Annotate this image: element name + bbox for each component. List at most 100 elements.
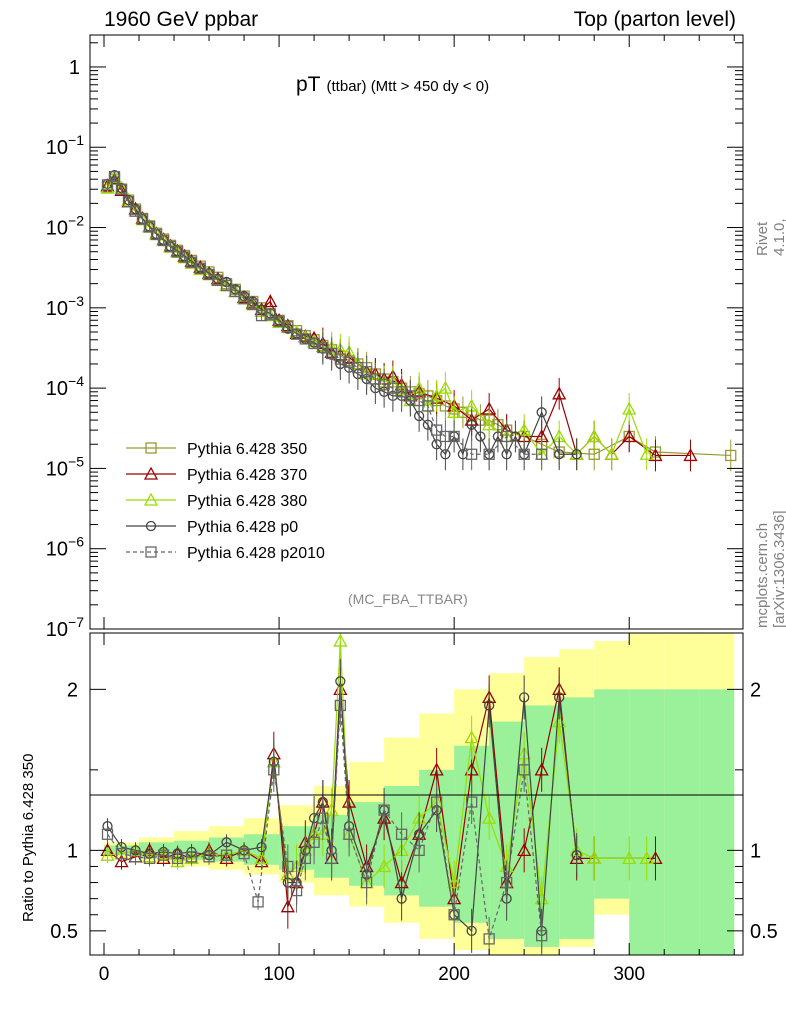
data-point	[510, 431, 521, 442]
ratio-point	[268, 764, 280, 776]
data-point	[571, 449, 582, 460]
ratio-point	[483, 933, 495, 945]
data-point	[429, 388, 444, 402]
y-tick-label: 10−1	[46, 132, 84, 159]
data-point	[220, 279, 233, 292]
data-point	[387, 382, 399, 394]
data-point	[587, 429, 602, 443]
data-point	[264, 309, 276, 321]
data-point	[639, 446, 654, 460]
ratio-plot-frame	[89, 632, 744, 956]
ratio-point	[465, 796, 478, 808]
ratio-y-tick-label: 2	[67, 679, 78, 701]
ratio-point	[101, 828, 114, 840]
ratio-point	[648, 851, 663, 865]
data-point	[648, 448, 663, 462]
ratio-y-tick-label: 0.5	[50, 921, 78, 943]
data-point	[395, 386, 408, 398]
data-point	[271, 314, 287, 328]
data-point	[725, 449, 737, 462]
data-point	[263, 294, 278, 308]
data-point	[430, 424, 443, 436]
x-tick-label: 200	[438, 964, 470, 985]
data-point	[108, 171, 121, 183]
data-point	[317, 341, 329, 354]
ratio-point	[447, 875, 462, 889]
ratio-point	[221, 837, 232, 848]
data-point	[114, 183, 129, 197]
data-point	[378, 379, 390, 391]
ratio-point	[114, 854, 129, 868]
ratio-point	[129, 851, 142, 863]
ratio-point	[571, 850, 582, 861]
data-point	[518, 448, 530, 460]
data-point	[369, 373, 382, 385]
legend-label: Pythia 6.428 370	[187, 467, 307, 484]
legend-marker	[145, 520, 157, 532]
data-point	[255, 309, 268, 322]
data-point	[554, 449, 565, 460]
data-point	[501, 430, 513, 443]
data-point	[185, 256, 198, 268]
data-point	[447, 404, 462, 418]
ratio-point	[501, 876, 513, 889]
ratio-line-1	[107, 641, 647, 899]
legend-label: Pythia 6.428 p0	[187, 519, 298, 536]
ratio-y-tick-label-right: 2	[750, 679, 761, 701]
data-point	[465, 448, 478, 460]
ratio-point	[395, 828, 408, 840]
series-line-3	[107, 174, 577, 456]
data-point	[238, 293, 250, 305]
ratio-point	[171, 852, 184, 865]
data-point	[552, 386, 567, 400]
ratio-point	[219, 851, 234, 865]
legend: Pythia 6.428 350 Pythia 6.428 370 Pythia 6…	[126, 441, 325, 562]
series-line-1	[107, 177, 691, 457]
ratio-point	[252, 896, 264, 908]
ratio-point	[220, 849, 233, 861]
legend-marker	[143, 492, 159, 506]
series-line-2	[107, 176, 648, 456]
data-point	[683, 448, 698, 462]
data-point	[492, 431, 504, 442]
data-point	[308, 337, 320, 350]
ratio-point	[254, 854, 269, 868]
ratio-y-tick-label-right: 0.5	[750, 921, 778, 943]
ratio-band-green	[559, 697, 595, 939]
data-point	[517, 422, 532, 436]
ratio-point	[254, 851, 269, 865]
data-point	[448, 430, 460, 443]
y-tick-label: 1	[69, 57, 80, 79]
data-point	[101, 179, 114, 191]
data-point	[194, 262, 206, 275]
data-point	[247, 298, 259, 311]
ratio-point	[464, 730, 479, 744]
data-point	[622, 429, 637, 443]
ratio-point	[466, 925, 477, 936]
axes-ticks: 0 100 200 300 1 10−1 10−2 10−3 10−4 10−5 10−6 10−7 0…	[46, 35, 778, 985]
ratio-plot-series	[100, 633, 663, 955]
y-tick-label: 10−5	[46, 453, 84, 480]
data-point	[536, 407, 547, 418]
main-plot-frame	[89, 34, 744, 630]
data-point	[439, 430, 452, 443]
x-tick-label: 0	[99, 964, 110, 985]
ratio-point	[587, 851, 602, 865]
ratio-point	[290, 884, 303, 897]
ratio-point	[377, 859, 392, 873]
ratio-band-green	[594, 689, 630, 899]
data-point	[203, 268, 215, 281]
legend-label: Pythia 6.428 380	[187, 493, 307, 510]
ratio-point	[448, 909, 460, 921]
data-point	[282, 321, 294, 333]
ratio-point	[519, 692, 530, 703]
ratio-point	[115, 847, 128, 860]
ratio-point	[100, 847, 115, 861]
ratio-point	[343, 828, 355, 840]
data-point	[334, 353, 346, 365]
data-point	[622, 401, 637, 415]
data-point	[457, 449, 469, 460]
data-point	[466, 419, 477, 430]
data-point	[536, 448, 548, 460]
legend-marker	[145, 546, 157, 558]
